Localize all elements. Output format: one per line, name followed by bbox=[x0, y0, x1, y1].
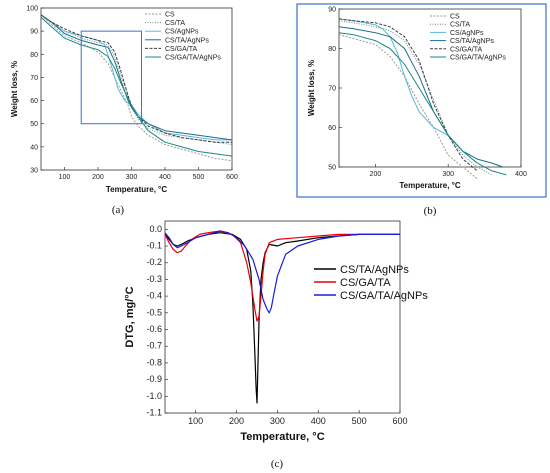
panel-c-xtick-label: 100 bbox=[188, 416, 203, 426]
panel-b-ytick-label: 90 bbox=[328, 7, 336, 14]
panel-b-ytick-label: 70 bbox=[328, 86, 336, 93]
panel-a-xtick-label: 400 bbox=[159, 174, 171, 181]
panel-b-xtick-label: 400 bbox=[515, 171, 527, 178]
panel-a-legend-label: CS/GA/TA bbox=[165, 46, 197, 53]
panel-b-series-cs-ta bbox=[338, 20, 493, 176]
panel-a-x-axis-label: Temperature, °C bbox=[106, 185, 168, 194]
panel-c-ytick-label: -1.1 bbox=[146, 408, 162, 418]
panel-a-legend-label: CS bbox=[165, 12, 175, 19]
panel-a-ytick-label: 60 bbox=[30, 98, 38, 105]
panel-b-series-cs-ta-agnps bbox=[338, 26, 503, 168]
panel-c-xtick-label: 400 bbox=[311, 416, 326, 426]
panel-c-ytick-label: -1.0 bbox=[146, 391, 162, 401]
panel-c-ytick-label: -0.8 bbox=[146, 357, 162, 367]
panel-a-legend-label: CS/GA/TA/AgNPs bbox=[165, 55, 221, 62]
panel-c-series-cs-ga-ta bbox=[164, 230, 400, 322]
panel-a-series-cs-agnps bbox=[40, 14, 232, 141]
panel-c-xtick-label: 300 bbox=[270, 416, 285, 426]
panel-b-border bbox=[296, 3, 547, 198]
panel-b-series-cs-ga-ta-agnps bbox=[338, 32, 507, 176]
panel-c-xtick-label: 600 bbox=[392, 416, 407, 426]
panel-b-ytick-label: 60 bbox=[328, 125, 336, 132]
panel-b-legend-label: CS bbox=[450, 14, 460, 21]
panel-a-plot-frame bbox=[40, 7, 233, 171]
panel-a-legend-label: CS/TA bbox=[165, 20, 185, 27]
panel-a-legend-label: CS/TA/AgNPs bbox=[165, 37, 209, 44]
panel-b-letter: (b) bbox=[424, 205, 437, 217]
panel-b-ytick-label: 50 bbox=[328, 165, 336, 172]
panel-a-ytick-label: 50 bbox=[30, 121, 38, 128]
panel-a-ytick-label: 40 bbox=[30, 144, 38, 151]
panel-a-ytick-label: 30 bbox=[30, 168, 38, 175]
panel-b: 200 300 400 50 60 70 80 90 Temperature, °C Weight… bbox=[296, 3, 547, 198]
panel-b-xtick-label: 200 bbox=[370, 171, 382, 178]
panel-b-y-axis-label: Weight loss, % bbox=[307, 60, 316, 116]
panel-a-xtick-label: 600 bbox=[226, 174, 238, 181]
panel-c-ytick-label: -0.9 bbox=[146, 374, 162, 384]
panel-a-series-cs-ta bbox=[40, 14, 233, 145]
panel-c-ytick-label: -0.2 bbox=[146, 257, 162, 267]
panel-c-legend-label: CS/GA/TA/AgNPs bbox=[340, 290, 428, 302]
panel-c: 100 200 300 400 500 600 0.0 -0.1 -0.2 -0.3 -0.4 -0.… bbox=[124, 220, 428, 443]
panel-a-xtick-label: 100 bbox=[59, 174, 71, 181]
panel-b-xtick-label: 300 bbox=[442, 171, 454, 178]
panel-b-series-cs bbox=[338, 34, 478, 180]
panel-a-legend-label: CS/AgNPs bbox=[165, 29, 199, 36]
panel-a-xtick-label: 500 bbox=[193, 174, 205, 181]
panel-a-ytick-label: 90 bbox=[30, 29, 38, 36]
panel-a-y-axis-label: Weight loss, % bbox=[10, 61, 19, 117]
panel-c-plot-frame bbox=[164, 220, 401, 414]
panel-a: 100 200 300 400 500 600 30 40 50 60 70 80 90 100 Tempe… bbox=[10, 6, 238, 195]
panel-b-legend-label: CS/GA/TA/AgNPs bbox=[450, 55, 506, 62]
panel-c-x-axis-label: Temperature, °C bbox=[240, 431, 324, 443]
panel-c-series-cs-ga-ta-agnps bbox=[164, 230, 400, 314]
panel-a-ytick-label: 70 bbox=[30, 75, 38, 82]
panel-c-y-axis-label: DTG, mg/°C bbox=[124, 286, 136, 347]
panel-b-ytick-label: 80 bbox=[328, 46, 336, 53]
panel-b-legend-label: CS/TA/AgNPs bbox=[450, 38, 494, 45]
panel-a-letter: (a) bbox=[112, 204, 125, 216]
panel-a-xtick-label: 200 bbox=[92, 174, 104, 181]
panel-b-legend-label: CS/TA bbox=[450, 22, 470, 29]
panel-c-xtick-label: 200 bbox=[229, 416, 244, 426]
panel-c-ytick-label: -0.7 bbox=[146, 341, 162, 351]
panel-a-ytick-label: 100 bbox=[26, 6, 38, 13]
panel-c-xtick-label: 500 bbox=[352, 416, 367, 426]
panel-c-ytick-label: -0.5 bbox=[146, 307, 162, 317]
panel-c-ytick-label: -0.6 bbox=[146, 324, 162, 334]
panel-b-series-cs-ga-ta bbox=[338, 18, 478, 172]
panel-b-legend-label: CS/AgNPs bbox=[450, 30, 484, 37]
panel-a-series-cs bbox=[40, 14, 233, 162]
panel-b-x-axis-label: Temperature, °C bbox=[399, 181, 461, 190]
panel-a-ytick-label: 80 bbox=[30, 52, 38, 59]
panel-a-xtick-label: 300 bbox=[126, 174, 138, 181]
panel-c-series-cs-ta-agnps bbox=[164, 232, 400, 404]
panel-a-series-cs-ga-ta bbox=[40, 14, 232, 143]
panel-c-letter: (c) bbox=[271, 458, 284, 470]
zoom-region-box bbox=[80, 30, 143, 125]
panel-c-legend-label: CS/TA/AgNPs bbox=[340, 264, 409, 276]
panel-c-legend-label: CS/GA/TA bbox=[340, 277, 391, 289]
panel-a-series-cs-ga-ta-agnps bbox=[40, 16, 233, 157]
panel-c-ytick-label: 0.0 bbox=[149, 224, 162, 234]
panel-a-series-cs-ta-agnps bbox=[40, 14, 233, 141]
panel-c-ytick-label: -0.1 bbox=[146, 241, 162, 251]
panel-c-ytick-label: -0.4 bbox=[146, 291, 162, 301]
panel-c-ytick-label: -0.3 bbox=[146, 274, 162, 284]
panel-b-legend-label: CS/GA/TA bbox=[450, 46, 482, 53]
